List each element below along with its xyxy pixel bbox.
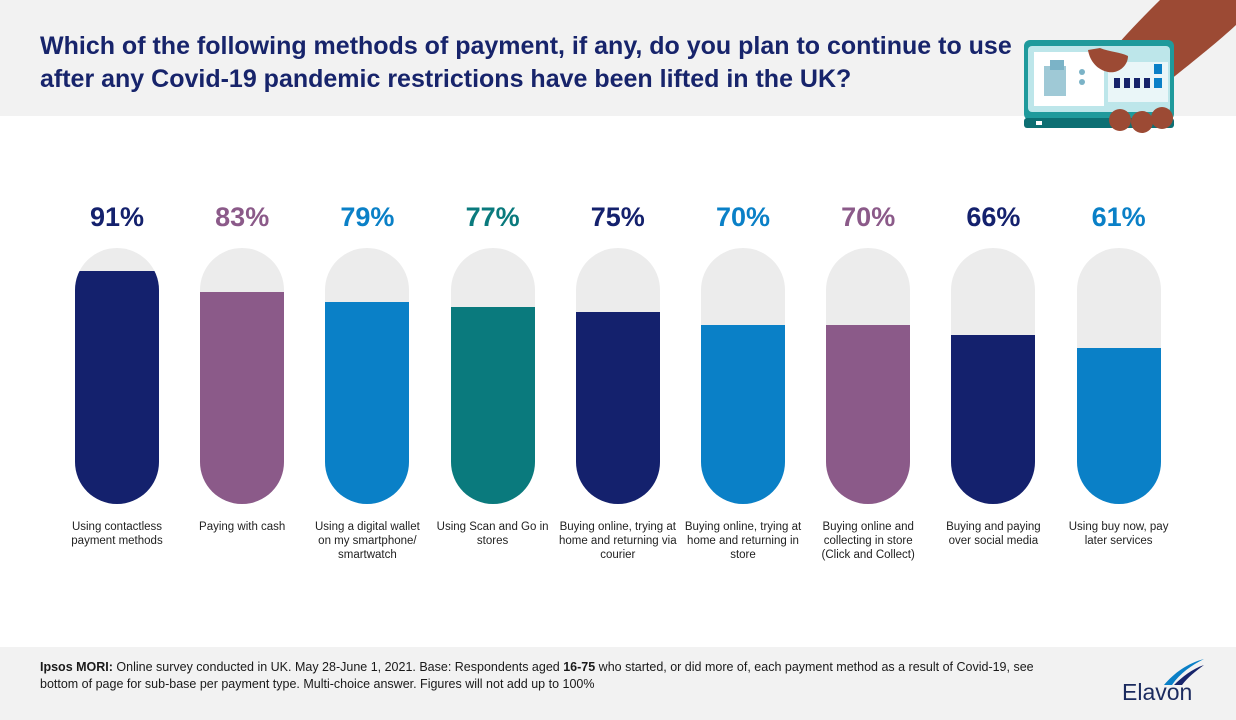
source-note: Ipsos MORI: Online survey conducted in U… [40, 659, 1040, 692]
chart-title: Which of the following methods of paymen… [40, 32, 1012, 93]
bar-track [1076, 248, 1161, 504]
note-text-2: who started, or did more of, each paymen… [40, 660, 1034, 691]
value-label: 83% [215, 202, 270, 232]
category-label: Using buy now, pay later services [1068, 521, 1169, 547]
bar-track [450, 248, 535, 504]
bar [1076, 347, 1161, 504]
logo-text: Elavon [1122, 679, 1193, 705]
value-label: 66% [966, 202, 1021, 232]
bar-group: 70% Buying online and collecting in store… [822, 180, 915, 590]
bar-group: 79% Using a digital wallet on my smartpho… [315, 180, 420, 590]
bar-group: 70% Buying online, trying at home and ret… [685, 180, 801, 590]
bar [325, 301, 410, 504]
bar-track [200, 248, 285, 504]
bar-track [701, 248, 785, 504]
category-label: Using Scan and Go in stores [436, 521, 549, 547]
bar-chart: 91% Using contactless payment methods 83% P… [0, 180, 1236, 600]
bar [826, 324, 911, 504]
bar-track [575, 248, 660, 504]
elavon-logo: Elavon [1112, 657, 1222, 713]
value-label: 77% [465, 202, 520, 232]
bar-track [75, 248, 159, 504]
bar-group: 75% Buying online, trying at home and ret… [559, 180, 677, 590]
bar-group: 66% Buying and paying over social media [946, 180, 1041, 590]
footer-band [0, 647, 1236, 720]
category-label: Paying with cash [199, 521, 286, 533]
value-label: 70% [715, 202, 771, 232]
bar [450, 306, 535, 504]
bar [200, 291, 285, 504]
category-label: Buying and paying over social media [946, 521, 1041, 547]
value-label: 61% [1091, 202, 1146, 232]
category-label: Buying online, trying at home and return… [684, 521, 802, 561]
bar [701, 324, 785, 504]
bar-group: 61% Using buy now, pay later services [1069, 180, 1169, 590]
bar-group: 83% Paying with cash [199, 180, 285, 590]
value-label: 91% [89, 202, 145, 232]
elavon-swoosh-icon [1164, 659, 1204, 685]
category-label: Buying online, trying at home and return… [558, 521, 677, 561]
category-label: Using contactless payment methods [71, 521, 163, 547]
bar [75, 271, 159, 504]
value-label: 79% [340, 202, 395, 232]
bar-track [325, 248, 410, 504]
note-text-1: Online survey conducted in UK. May 28-Ju… [112, 660, 564, 674]
category-label: Using a digital wallet on my smartphone/… [314, 521, 420, 561]
age-range: 16-75 [563, 660, 596, 674]
category-label: Buying online and collecting in store (C… [821, 521, 915, 561]
hand-holding-payment-terminal-icon [1024, 0, 1236, 133]
bar-group: 91% Using contactless payment methods [71, 180, 162, 590]
bar-track [826, 248, 911, 504]
bar [575, 312, 660, 504]
value-label: 70% [841, 202, 896, 232]
value-label: 75% [590, 202, 645, 232]
bar [951, 335, 1036, 504]
source-name: Ipsos MORI: [40, 660, 113, 674]
bar-track [951, 248, 1036, 504]
bar-group: 77% Using Scan and Go in stores [437, 180, 549, 590]
